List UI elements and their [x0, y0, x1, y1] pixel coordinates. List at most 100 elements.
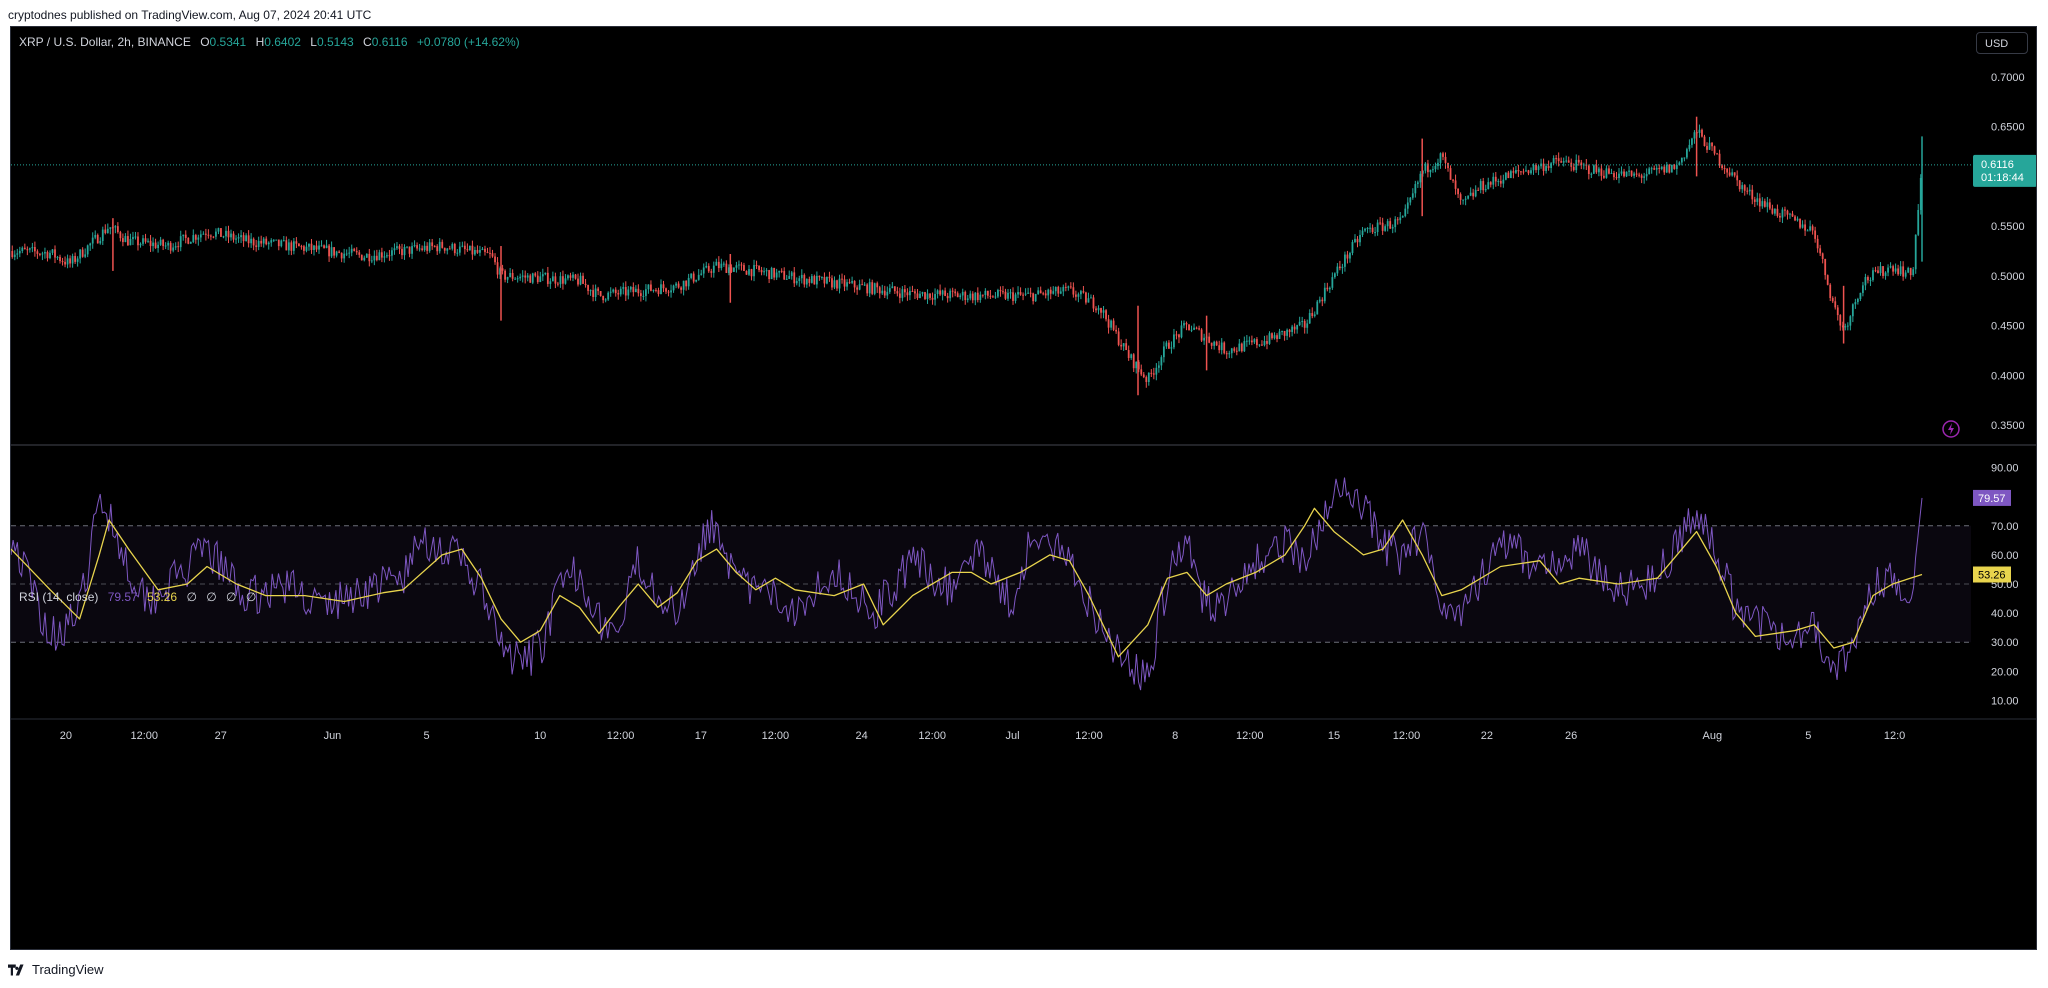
candle-body — [1017, 292, 1019, 295]
time-tick-label: 15 — [1328, 730, 1340, 742]
candle-body — [1200, 329, 1203, 341]
candle-body — [1899, 266, 1902, 275]
candle-body — [1318, 299, 1321, 302]
candle-body — [1597, 168, 1600, 173]
candle-body — [604, 299, 607, 301]
candle-body — [1904, 272, 1907, 277]
candle-body — [1809, 226, 1812, 231]
candle-body — [1243, 341, 1246, 352]
candle-body — [1190, 329, 1193, 331]
candle-body — [262, 238, 265, 244]
candle-body — [275, 239, 278, 241]
candle-body — [956, 293, 959, 298]
time-tick-label: 12:00 — [762, 730, 790, 742]
candle-body — [541, 274, 544, 277]
candle-body — [1909, 267, 1912, 276]
candle-body — [383, 256, 386, 258]
candle-body — [969, 293, 972, 299]
candle-body — [1779, 215, 1781, 218]
candle-body — [69, 258, 71, 264]
time-tick-label: 27 — [215, 730, 227, 742]
rsi-title[interactable]: RSI (14, close) — [19, 590, 99, 604]
candle-body — [1396, 219, 1399, 221]
candle-body — [421, 248, 424, 250]
candle-body — [277, 239, 280, 247]
chart-canvas[interactable]: 0.7000 0.6500 0.5500 0.5000 0.4500 0.4000 0.35… — [11, 27, 2037, 950]
candle-body — [1215, 341, 1218, 346]
candle-body — [909, 290, 911, 296]
footer-brand-label: TradingView — [32, 962, 104, 977]
candle-body — [569, 275, 572, 278]
candle-body — [1469, 192, 1472, 196]
candle-body — [267, 242, 270, 245]
low-value: 0.5143 — [316, 35, 354, 49]
symbol-title[interactable]: XRP / U.S. Dollar, 2h, BINANCE — [19, 35, 191, 49]
candle-body — [154, 242, 157, 249]
candle-body — [11, 251, 14, 258]
candle-body — [373, 255, 376, 261]
candle-body — [328, 245, 330, 257]
rsi-legend[interactable]: RSI (14, close) 79.57 53.26 ∅ ∅ ∅ ∅ — [19, 590, 256, 604]
candle-body — [295, 241, 298, 244]
candle-body — [280, 240, 283, 247]
candle-body — [1316, 301, 1319, 315]
candle-body — [1059, 291, 1062, 294]
candle-body — [868, 282, 871, 294]
candle-body — [1092, 297, 1095, 309]
candle-body — [1381, 222, 1384, 231]
candle-body — [632, 287, 635, 293]
candle-body — [1338, 266, 1341, 269]
chart-frame[interactable]: 0.7000 0.6500 0.5500 0.5000 0.4500 0.4000 0.35… — [10, 26, 2037, 950]
candle-body — [1859, 292, 1862, 300]
candle-body — [101, 229, 104, 241]
footer-brand[interactable]: TradingView — [8, 962, 104, 977]
candle-body — [1587, 165, 1590, 175]
time-tick-label: Jul — [1006, 730, 1020, 742]
candle-body — [584, 283, 587, 286]
candle-body — [222, 236, 225, 238]
candle-body — [1117, 331, 1120, 345]
candle-body — [831, 278, 833, 288]
candle-body — [1882, 266, 1884, 276]
currency-button[interactable]: USD — [1976, 32, 2028, 54]
candle-body — [838, 278, 841, 289]
candle-body — [1816, 238, 1819, 249]
candle-body — [1454, 180, 1457, 189]
candle-body — [411, 246, 413, 254]
candle-body — [1504, 172, 1507, 180]
candle-body — [1522, 171, 1525, 173]
time-tick-label: 20 — [60, 730, 72, 742]
candle-body — [526, 275, 529, 278]
candle-body — [501, 268, 504, 271]
candle-body — [104, 229, 107, 234]
candle-body — [1791, 213, 1794, 217]
symbol-legend[interactable]: XRP / U.S. Dollar, 2h, BINANCE O0.5341 H… — [19, 35, 520, 49]
candle-body — [1733, 172, 1736, 176]
candle-body — [710, 271, 713, 273]
candle-body — [21, 247, 24, 251]
candle-body — [1404, 208, 1407, 217]
candle-body — [121, 238, 124, 243]
candle-body — [1140, 369, 1143, 375]
candle-body — [164, 245, 167, 247]
candle-body — [1253, 339, 1256, 343]
candle-body — [612, 289, 615, 292]
candle-body — [1605, 168, 1608, 178]
candle-body — [597, 288, 600, 292]
candle-body — [1406, 202, 1409, 209]
candle-body — [1072, 287, 1075, 295]
candle-body — [1369, 227, 1371, 229]
candle-body — [856, 287, 859, 290]
candle-body — [398, 246, 401, 249]
candle-body — [720, 263, 723, 269]
candle-body — [333, 247, 336, 256]
last-price-value: 0.6116 — [1981, 159, 2014, 171]
candle-body — [695, 279, 698, 282]
time-tick-label: 12:00 — [1236, 730, 1264, 742]
candle-body — [587, 285, 589, 291]
candle-body — [199, 234, 202, 238]
candle-body — [670, 290, 672, 293]
candle-body — [1796, 218, 1799, 221]
candle-body — [1271, 333, 1273, 339]
candle-body — [1841, 325, 1844, 328]
